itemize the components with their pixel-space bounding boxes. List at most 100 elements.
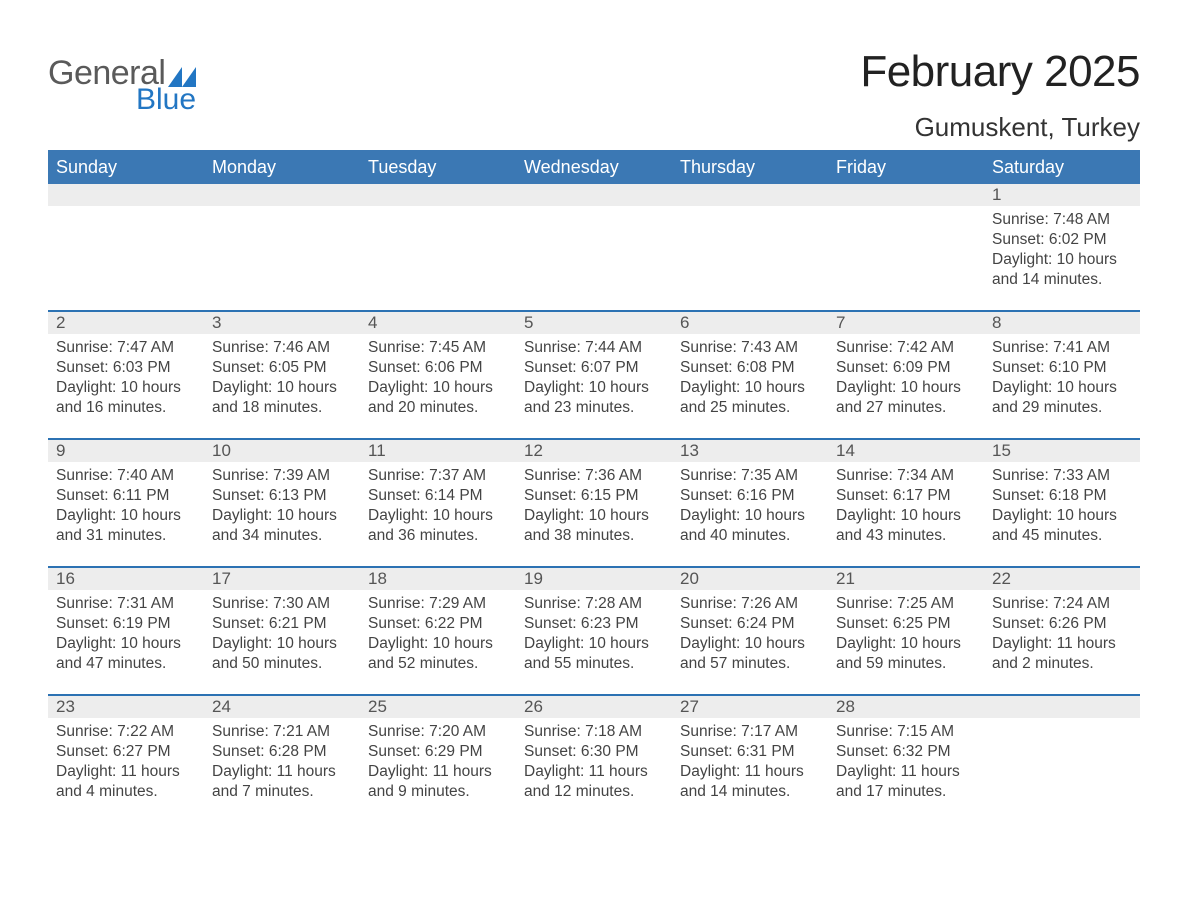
- day-number: 4: [360, 313, 516, 333]
- sunrise-line: Sunrise: 7:46 AM: [212, 338, 350, 358]
- sunset-line: Sunset: 6:18 PM: [992, 486, 1130, 506]
- header-area: General Blue February 2025 Gumuskent, Tu…: [48, 50, 1140, 150]
- sunrise-line: Sunrise: 7:44 AM: [524, 338, 662, 358]
- day-cell: Sunrise: 7:30 AMSunset: 6:21 PMDaylight:…: [204, 590, 360, 680]
- day-cell: Sunrise: 7:31 AMSunset: 6:19 PMDaylight:…: [48, 590, 204, 680]
- day-cell-empty: [360, 206, 516, 296]
- daylight-line: Daylight: 10 hours and 14 minutes.: [992, 250, 1130, 290]
- sunset-line: Sunset: 6:15 PM: [524, 486, 662, 506]
- week-content-row: Sunrise: 7:47 AMSunset: 6:03 PMDaylight:…: [48, 334, 1140, 438]
- daylight-line: Daylight: 10 hours and 47 minutes.: [56, 634, 194, 674]
- daylight-line: Daylight: 11 hours and 17 minutes.: [836, 762, 974, 802]
- daylight-line: Daylight: 10 hours and 20 minutes.: [368, 378, 506, 418]
- sunrise-line: Sunrise: 7:37 AM: [368, 466, 506, 486]
- sunrise-line: Sunrise: 7:29 AM: [368, 594, 506, 614]
- day-number: 22: [984, 569, 1140, 589]
- sunset-line: Sunset: 6:06 PM: [368, 358, 506, 378]
- day-cell: Sunrise: 7:36 AMSunset: 6:15 PMDaylight:…: [516, 462, 672, 552]
- daylight-line: Daylight: 10 hours and 55 minutes.: [524, 634, 662, 674]
- calendar-page: General Blue February 2025 Gumuskent, Tu…: [0, 0, 1188, 918]
- sunset-line: Sunset: 6:11 PM: [56, 486, 194, 506]
- daylight-line: Daylight: 10 hours and 36 minutes.: [368, 506, 506, 546]
- month-title: February 2025: [860, 50, 1140, 94]
- day-number: 2: [48, 313, 204, 333]
- day-number-row: 2345678: [48, 312, 1140, 334]
- daylight-line: Daylight: 10 hours and 40 minutes.: [680, 506, 818, 546]
- day-cell: Sunrise: 7:21 AMSunset: 6:28 PMDaylight:…: [204, 718, 360, 808]
- calendar-week: 16171819202122Sunrise: 7:31 AMSunset: 6:…: [48, 566, 1140, 694]
- sunset-line: Sunset: 6:29 PM: [368, 742, 506, 762]
- sunset-line: Sunset: 6:14 PM: [368, 486, 506, 506]
- day-number: 28: [828, 697, 984, 717]
- daylight-line: Daylight: 11 hours and 2 minutes.: [992, 634, 1130, 674]
- sunset-line: Sunset: 6:07 PM: [524, 358, 662, 378]
- day-number: 16: [48, 569, 204, 589]
- day-number: 26: [516, 697, 672, 717]
- sunrise-line: Sunrise: 7:31 AM: [56, 594, 194, 614]
- sunset-line: Sunset: 6:23 PM: [524, 614, 662, 634]
- daylight-line: Daylight: 10 hours and 16 minutes.: [56, 378, 194, 418]
- dow-sunday: Sunday: [48, 157, 204, 178]
- calendar-week: 1Sunrise: 7:48 AMSunset: 6:02 PMDaylight…: [48, 184, 1140, 310]
- week-content-row: Sunrise: 7:48 AMSunset: 6:02 PMDaylight:…: [48, 206, 1140, 310]
- daylight-line: Daylight: 10 hours and 25 minutes.: [680, 378, 818, 418]
- week-content-row: Sunrise: 7:22 AMSunset: 6:27 PMDaylight:…: [48, 718, 1140, 822]
- sunrise-line: Sunrise: 7:18 AM: [524, 722, 662, 742]
- calendar-week: 2345678Sunrise: 7:47 AMSunset: 6:03 PMDa…: [48, 310, 1140, 438]
- day-number: 12: [516, 441, 672, 461]
- daylight-line: Daylight: 10 hours and 43 minutes.: [836, 506, 974, 546]
- daylight-line: Daylight: 10 hours and 34 minutes.: [212, 506, 350, 546]
- sunset-line: Sunset: 6:03 PM: [56, 358, 194, 378]
- day-cell-empty: [48, 206, 204, 296]
- day-number: 21: [828, 569, 984, 589]
- calendar-week: 9101112131415Sunrise: 7:40 AMSunset: 6:1…: [48, 438, 1140, 566]
- sunrise-line: Sunrise: 7:43 AM: [680, 338, 818, 358]
- day-cell: Sunrise: 7:41 AMSunset: 6:10 PMDaylight:…: [984, 334, 1140, 424]
- dow-saturday: Saturday: [984, 157, 1140, 178]
- day-cell: Sunrise: 7:24 AMSunset: 6:26 PMDaylight:…: [984, 590, 1140, 680]
- day-cell: Sunrise: 7:26 AMSunset: 6:24 PMDaylight:…: [672, 590, 828, 680]
- day-number-row: 16171819202122: [48, 568, 1140, 590]
- daylight-line: Daylight: 10 hours and 59 minutes.: [836, 634, 974, 674]
- logo-word-blue: Blue: [136, 86, 196, 113]
- calendar-week: 232425262728Sunrise: 7:22 AMSunset: 6:27…: [48, 694, 1140, 822]
- daylight-line: Daylight: 11 hours and 14 minutes.: [680, 762, 818, 802]
- day-cell: Sunrise: 7:42 AMSunset: 6:09 PMDaylight:…: [828, 334, 984, 424]
- day-number: 19: [516, 569, 672, 589]
- day-number-row: 9101112131415: [48, 440, 1140, 462]
- day-cell: Sunrise: 7:17 AMSunset: 6:31 PMDaylight:…: [672, 718, 828, 808]
- day-cell: Sunrise: 7:15 AMSunset: 6:32 PMDaylight:…: [828, 718, 984, 808]
- day-number: 14: [828, 441, 984, 461]
- day-cell: Sunrise: 7:34 AMSunset: 6:17 PMDaylight:…: [828, 462, 984, 552]
- day-cell: Sunrise: 7:29 AMSunset: 6:22 PMDaylight:…: [360, 590, 516, 680]
- day-cell-empty: [672, 206, 828, 296]
- sunset-line: Sunset: 6:32 PM: [836, 742, 974, 762]
- sunset-line: Sunset: 6:22 PM: [368, 614, 506, 634]
- day-number: 10: [204, 441, 360, 461]
- sunset-line: Sunset: 6:30 PM: [524, 742, 662, 762]
- sunrise-line: Sunrise: 7:34 AM: [836, 466, 974, 486]
- sunset-line: Sunset: 6:26 PM: [992, 614, 1130, 634]
- day-cell: Sunrise: 7:43 AMSunset: 6:08 PMDaylight:…: [672, 334, 828, 424]
- daylight-line: Daylight: 10 hours and 23 minutes.: [524, 378, 662, 418]
- daylight-line: Daylight: 11 hours and 12 minutes.: [524, 762, 662, 802]
- sunrise-line: Sunrise: 7:42 AM: [836, 338, 974, 358]
- day-cell-empty: [516, 206, 672, 296]
- sunset-line: Sunset: 6:24 PM: [680, 614, 818, 634]
- day-number: 8: [984, 313, 1140, 333]
- sunrise-line: Sunrise: 7:33 AM: [992, 466, 1130, 486]
- day-cell: Sunrise: 7:37 AMSunset: 6:14 PMDaylight:…: [360, 462, 516, 552]
- sunset-line: Sunset: 6:09 PM: [836, 358, 974, 378]
- sunrise-line: Sunrise: 7:41 AM: [992, 338, 1130, 358]
- sunrise-line: Sunrise: 7:20 AM: [368, 722, 506, 742]
- day-cell: Sunrise: 7:40 AMSunset: 6:11 PMDaylight:…: [48, 462, 204, 552]
- brand-logo: General Blue: [48, 56, 196, 113]
- sunrise-line: Sunrise: 7:48 AM: [992, 210, 1130, 230]
- sunset-line: Sunset: 6:31 PM: [680, 742, 818, 762]
- day-cell: Sunrise: 7:22 AMSunset: 6:27 PMDaylight:…: [48, 718, 204, 808]
- sunset-line: Sunset: 6:19 PM: [56, 614, 194, 634]
- daylight-line: Daylight: 11 hours and 9 minutes.: [368, 762, 506, 802]
- daylight-line: Daylight: 10 hours and 29 minutes.: [992, 378, 1130, 418]
- sunrise-line: Sunrise: 7:30 AM: [212, 594, 350, 614]
- dow-wednesday: Wednesday: [516, 157, 672, 178]
